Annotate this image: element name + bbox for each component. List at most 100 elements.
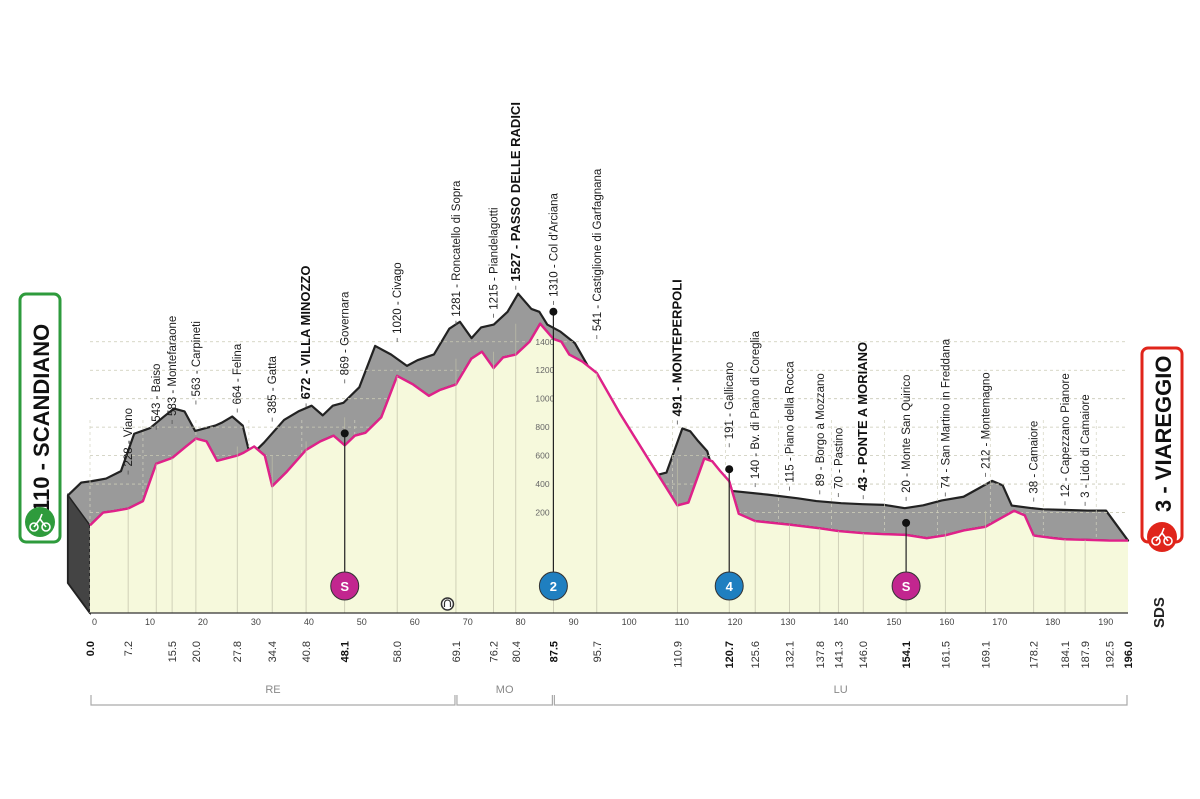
km-label: 192.5 <box>1104 641 1116 669</box>
km-label: 178.2 <box>1029 641 1041 669</box>
km-label: 87.5 <box>548 641 560 662</box>
km-label: 169.1 <box>981 641 993 669</box>
start-town-label: 110 - SCANDIANO <box>29 324 54 512</box>
region-bracket <box>90 695 456 706</box>
km-label: 161.5 <box>940 641 952 669</box>
km-tick-label: 80 <box>516 617 526 627</box>
km-tick-label: 10 <box>145 617 155 627</box>
start-cyclist-frame-icon <box>33 513 47 528</box>
km-label: 125.6 <box>750 641 762 669</box>
waypoint-label: 491 - MONTEPERPOLI <box>669 279 684 416</box>
sprint-badge-icon <box>330 571 360 601</box>
region-label: MO <box>496 684 514 696</box>
start-town: 110 - SCANDIANO <box>18 292 62 544</box>
altitude-tick-label: 600 <box>535 451 549 461</box>
km-label: 95.7 <box>592 641 604 662</box>
start-cyclist-wheel-icon <box>41 522 51 532</box>
finish-cyclist-wheel-icon <box>1163 536 1173 546</box>
waypoint-label: 385 - Gatta <box>267 355 279 413</box>
km-label: 15.5 <box>167 641 179 662</box>
waypoint-label: 672 - VILLA MINOZZO <box>298 266 313 400</box>
km-label: 80.4 <box>511 641 523 662</box>
km-label: 184.1 <box>1060 641 1072 669</box>
region-bar: RE MO LU <box>90 684 1128 706</box>
profile-front-layer <box>89 322 1128 613</box>
sprint-badge-icon <box>891 571 921 601</box>
km-tick-label: 170 <box>992 617 1007 627</box>
waypoint-label: 869 - Governara <box>340 291 352 375</box>
km-label: 137.8 <box>815 641 827 669</box>
altitude-tick-label: 800 <box>535 422 549 432</box>
region-bracket <box>456 695 553 706</box>
altitude-tick-label: 400 <box>535 479 549 489</box>
km-label: 40.8 <box>301 641 313 662</box>
profile-line <box>89 322 1128 542</box>
km-tick-label: 40 <box>304 617 314 627</box>
km-tick-label: 100 <box>622 617 637 627</box>
km-tick-label: 60 <box>410 617 420 627</box>
km-axis: 0 10 20 30 40 50 60 70 80 90 100 110 120 130 140 150 160… <box>90 612 1128 627</box>
altitude-labels: 200 400 600 800 1000 1200 1400 <box>535 337 554 518</box>
altitude-tick-label: 200 <box>535 508 549 518</box>
tunnel-arch-icon <box>443 599 452 607</box>
marker-dot <box>725 465 734 474</box>
finish-cyclist-frame-icon <box>1155 527 1169 542</box>
marker-symbol: S <box>902 579 911 594</box>
km-tick-label: 150 <box>886 617 901 627</box>
altitude-tick-label: 1400 <box>535 337 554 347</box>
km-label: 120.7 <box>724 641 736 669</box>
waypoint-label: 1310 - Col d'Arciana <box>548 192 560 296</box>
km-tick-label: 20 <box>198 617 208 627</box>
km-tick-label: 90 <box>569 617 579 627</box>
finish-town-label: 3 - VIAREGGIO <box>1151 356 1176 512</box>
km-label: 110.9 <box>672 641 684 668</box>
region-bracket <box>553 695 1128 706</box>
km-tick-label: 120 <box>728 617 743 627</box>
sds-logo: SDS <box>1151 597 1168 628</box>
gpm-badge-icon <box>714 571 744 601</box>
start-cyclist-wheel-icon <box>29 522 39 532</box>
waypoint-label: 583 - Montefaraone <box>167 316 179 416</box>
waypoint-label: 563 - Carpineti <box>191 321 203 396</box>
waypoint-label: 43 - PONTE A MORIANO <box>855 342 870 491</box>
region-label: LU <box>834 684 848 696</box>
altitude-tick-label: 1200 <box>535 365 554 375</box>
km-tick-label: 30 <box>251 617 261 627</box>
waypoint-label: 212 - Montemagno <box>981 372 993 469</box>
waypoint-label: 1215 - Piandelagotti <box>489 207 501 309</box>
profile-markers: S 2 4 S <box>330 307 921 611</box>
marker-dot <box>902 518 911 527</box>
marker-symbol: S <box>340 579 349 594</box>
km-tick-label: 130 <box>780 617 795 627</box>
km-label: 196.0 <box>1123 641 1135 669</box>
finish-cyclist-wheel-icon <box>1151 536 1161 546</box>
finish-town: 3 - VIAREGGIO <box>1140 346 1184 552</box>
waypoint-label: 664 - Felina <box>232 343 244 404</box>
start-cyclist-icon <box>25 507 55 537</box>
region-label: RE <box>265 684 280 696</box>
marker-symbol: 4 <box>726 579 734 594</box>
waypoint-label: 191 - Gallicano <box>724 362 736 439</box>
km-labels: 0.0 7.2 15.5 20.0 27.8 34.4 40.8 48.1 58.0 69.1 76… <box>85 641 1135 669</box>
km-label: 0.0 <box>85 641 97 656</box>
waypoint-label: 89 - Borgo a Mozzano <box>815 373 827 486</box>
km-label: 141.3 <box>833 641 845 669</box>
waypoint-label: 20 - Monte San Quirico <box>901 375 913 493</box>
km-tick-label: 70 <box>463 617 473 627</box>
km-label: 48.1 <box>340 641 352 662</box>
waypoint-label: 74 - San Martino in Freddana <box>940 338 952 488</box>
km-label: 76.2 <box>489 641 501 662</box>
start-frame <box>18 292 62 544</box>
km-tick-label: 160 <box>939 617 954 627</box>
waypoint-label: 1281 - Roncatello di Sopra <box>451 180 463 317</box>
profile-front-face <box>90 323 1128 613</box>
km-label: 20.0 <box>191 641 203 662</box>
waypoint-label: 70 - Pastino <box>833 428 845 489</box>
marker-symbol: 2 <box>550 579 557 594</box>
marker-dot <box>340 429 349 438</box>
waypoint-label: 3 - Lido di Camaiore <box>1080 394 1092 498</box>
km-tick-label: 140 <box>833 617 848 627</box>
waypoint-label: 1527 - PASSO DELLE RADICI <box>508 102 523 282</box>
km-label: 154.1 <box>901 641 913 669</box>
